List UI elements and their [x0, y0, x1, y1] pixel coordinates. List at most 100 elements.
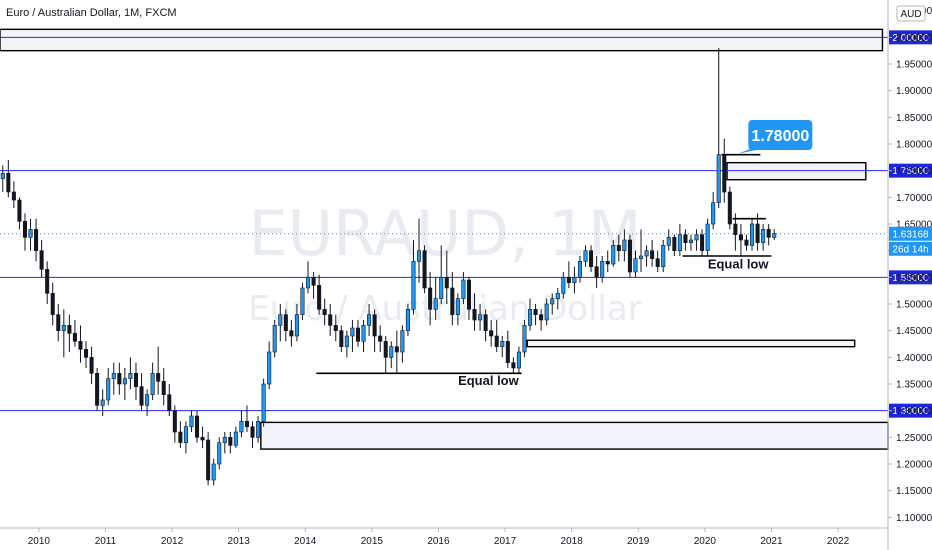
candle-body [761, 229, 766, 243]
candle-body [156, 373, 161, 382]
y-tick-label: 1.30000 [896, 406, 932, 417]
candle-body [639, 255, 644, 259]
candle-body [544, 303, 549, 321]
y-tick-label: 2.00000 [896, 33, 932, 44]
candle-body [516, 351, 521, 369]
callout-pointer [738, 148, 767, 154]
candle-body [28, 229, 33, 238]
y-tick-label: 1.85000 [896, 113, 932, 124]
last-price-tag [889, 226, 932, 241]
candle-body [244, 421, 249, 427]
candle-body [750, 223, 755, 246]
candle-body [50, 293, 55, 315]
level-price-label: 1.30000 [892, 406, 929, 417]
candle-body [344, 335, 349, 347]
candle-body [61, 325, 66, 331]
candle-body [627, 239, 632, 273]
candle-body [300, 287, 305, 315]
candle-body [400, 330, 405, 353]
candle-body [672, 237, 677, 251]
callout-box[interactable] [748, 120, 813, 150]
candle-body [306, 277, 311, 289]
horizontal-line-group[interactable]: 2.00000 1.75000 1.55000 1.30000 [0, 30, 932, 418]
y-tick-label: 1.25000 [896, 433, 932, 444]
y-tick-label: 1.80000 [896, 140, 932, 151]
candle-body [200, 437, 205, 441]
candle-body [267, 351, 272, 385]
candle-body [206, 439, 211, 481]
callout-group[interactable]: 1.78000 [738, 120, 813, 154]
candle-body [455, 298, 460, 315]
candle-body [67, 325, 72, 334]
x-tick-label: 2017 [494, 536, 517, 547]
candle-body [744, 239, 749, 246]
level-price-tag [889, 30, 932, 45]
candle-body [34, 229, 39, 251]
candle-body [145, 394, 150, 406]
candle-body [289, 330, 294, 337]
candle-body [100, 399, 105, 406]
candle-body [178, 431, 183, 443]
y-tick-label: 1.15000 [896, 486, 932, 497]
candle-body [139, 386, 144, 406]
candle-body [317, 285, 322, 310]
candle-body [444, 277, 449, 289]
candle-body [283, 314, 288, 331]
candle-body [705, 223, 710, 251]
y-tick-label: 1.10000 [896, 513, 932, 524]
candle-body [766, 229, 771, 238]
candle-body [622, 239, 627, 251]
candle-body [694, 234, 699, 241]
candle-body [72, 333, 77, 342]
candle-body [311, 277, 316, 286]
candle-body [183, 426, 188, 443]
annotation-group: Equal low Equal low [458, 256, 769, 388]
candle-body [117, 373, 122, 385]
candle-body [256, 421, 261, 438]
candle-body [22, 221, 27, 238]
y-tick-label: 1.40000 [896, 353, 932, 364]
candle-body [211, 463, 216, 481]
candle-body [78, 341, 83, 350]
candle-body [528, 309, 533, 326]
y-tick-label: 1.90000 [896, 86, 932, 97]
candle-body [511, 362, 516, 369]
candle-body [122, 378, 127, 385]
currency-badge-box [896, 5, 926, 22]
level-group[interactable] [316, 153, 772, 375]
candle-body [461, 279, 466, 299]
candle-body [111, 373, 116, 379]
candle-body [361, 325, 366, 342]
candle-body [600, 261, 605, 278]
candle-body [683, 234, 688, 243]
supply-demand-zone [526, 339, 856, 348]
candle-body [478, 314, 483, 321]
supply-demand-zone [726, 161, 867, 181]
x-tick-label: 2016 [427, 536, 450, 547]
currency-badge[interactable]: AUD [896, 5, 926, 22]
candle-body [167, 394, 172, 411]
candle-body [594, 266, 599, 278]
candle-body [466, 279, 471, 310]
x-tick-label: 2022 [827, 536, 850, 547]
x-tick-label: 2021 [760, 536, 783, 547]
candle-body [272, 325, 277, 353]
candle-body [367, 314, 372, 326]
level-price-label: 1.75000 [892, 166, 929, 177]
candle-body [633, 258, 638, 273]
candle-body [611, 245, 616, 265]
candle-body [428, 287, 433, 310]
candle-body [522, 325, 527, 353]
level-price-label: 2.00000 [892, 33, 929, 44]
last-price-label: 1.63168 [892, 229, 929, 240]
candle-body [644, 250, 649, 257]
candle-body [433, 298, 438, 310]
level-price-label: 1.55000 [892, 273, 929, 284]
candle-body [727, 191, 732, 225]
y-tick-label: 1.20000 [896, 460, 932, 471]
candle-body [278, 314, 283, 326]
candle-body [217, 442, 222, 465]
y-tick-label: 1.75000 [896, 166, 932, 177]
candle-body [688, 239, 693, 243]
